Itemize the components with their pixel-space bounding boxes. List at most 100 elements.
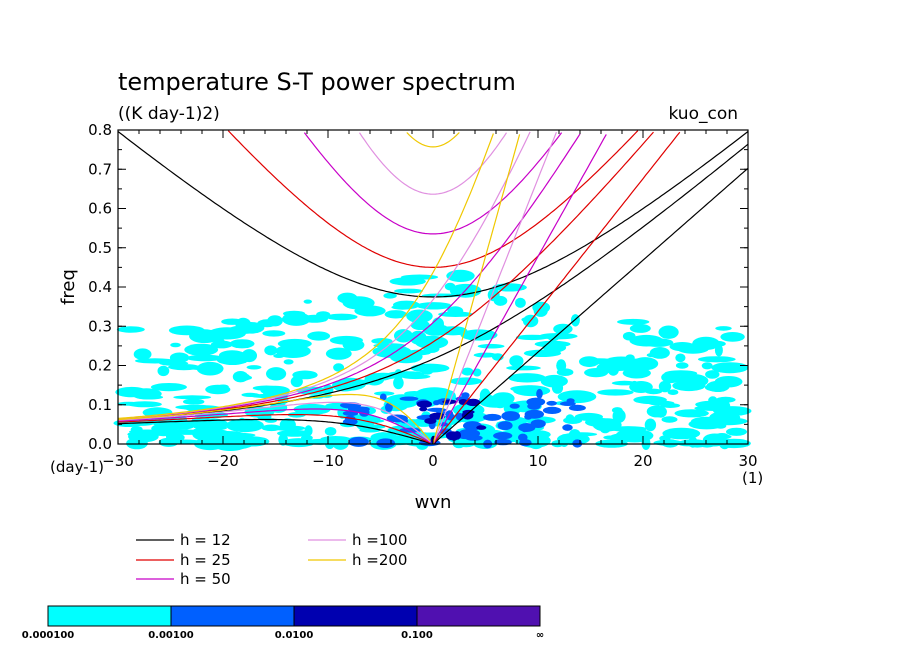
contour-cyan <box>229 339 255 349</box>
contour-cyan <box>477 343 505 349</box>
curve-h12-rossby <box>117 418 431 444</box>
contour-cyan <box>234 373 251 382</box>
contour-cyan <box>701 362 713 370</box>
curve-h12-kelvin <box>432 167 749 445</box>
y-axis-label: freq <box>58 269 79 305</box>
contour-cyan <box>281 316 295 322</box>
contour-cyan <box>296 386 328 395</box>
contour-cyan <box>506 365 541 371</box>
contour-cyan <box>170 342 181 348</box>
contour-cyan <box>383 292 397 299</box>
curve-h12-mrg <box>117 143 749 421</box>
x-tick-label: 30 <box>738 452 757 470</box>
contour-cyan <box>622 367 651 379</box>
contour-cyan <box>515 297 526 308</box>
contour-cyan <box>333 363 345 372</box>
contour-cyan <box>449 377 483 386</box>
contour-cyan <box>655 406 667 418</box>
contour-blue <box>399 427 422 433</box>
contour-cyan <box>391 304 414 310</box>
contour-cyan <box>675 362 689 369</box>
contour-cyan <box>658 325 679 339</box>
contour-cyan <box>279 418 296 432</box>
contour-cyan <box>166 439 202 444</box>
curve-h12-inertia-gravity <box>117 131 749 298</box>
contour-cyan <box>235 436 270 447</box>
contour-cyan <box>612 409 626 423</box>
chart-title: temperature S-T power spectrum <box>118 68 516 96</box>
contour-cyan <box>697 356 736 363</box>
contour-cyan <box>515 334 549 341</box>
contour-blue <box>546 400 557 406</box>
contour-cyan <box>675 353 686 363</box>
axis-ticks: −30 −20 −10 0 10 20 30 0.0 0.1 0.2 0.3 0.4 0.5 0.6 0.7… <box>88 121 757 470</box>
y-tick-label: 0.0 <box>88 435 112 453</box>
contour-blue <box>493 432 513 440</box>
y-tick-label: 0.8 <box>88 121 112 139</box>
contour-blue <box>568 404 586 411</box>
contour-cyan <box>428 325 446 333</box>
contour-blue <box>501 411 520 421</box>
curve-h25-rossby <box>117 414 431 444</box>
contour-blue <box>503 421 512 428</box>
curve-h25-inertia-gravity <box>227 130 639 269</box>
contour-cyan <box>264 345 278 356</box>
contour-cyan <box>661 439 679 448</box>
contour-cyan <box>283 310 306 317</box>
contour-cyan <box>566 432 598 437</box>
curve-h200-mrg <box>117 133 494 419</box>
contour-cyan <box>705 370 720 379</box>
contour-cyan <box>574 412 603 421</box>
y-unit-label: (day-1) <box>50 458 104 476</box>
contour-blue <box>542 406 562 414</box>
contour-cyan <box>423 344 440 354</box>
y-tick-label: 0.4 <box>88 278 112 296</box>
curve-h200-kelvin <box>432 134 521 445</box>
contour-cyan <box>359 427 381 433</box>
curve-h50-inertia-gravity <box>303 132 563 235</box>
contour-cyan <box>410 363 450 373</box>
contour-blue <box>385 402 393 412</box>
contour-cyan <box>283 359 294 365</box>
contour-dark-blue <box>465 398 481 407</box>
dispersion-curves <box>117 130 749 445</box>
contour-cyan <box>521 316 537 323</box>
contour-cyan <box>615 428 654 443</box>
contour-cyan <box>303 299 312 304</box>
contour-cyan <box>410 320 430 331</box>
contour-cyan <box>705 433 732 440</box>
contour-cyan <box>534 340 571 348</box>
contour-cyan <box>394 288 423 294</box>
colorbar-label: 0.100 <box>401 630 433 641</box>
contour-cyan <box>217 384 229 390</box>
spectral-power-contours <box>113 269 752 451</box>
contour-cyan <box>661 416 678 423</box>
contour-cyan <box>416 302 452 310</box>
contour-cyan <box>400 374 431 380</box>
contour-cyan <box>261 424 282 432</box>
contour-cyan <box>373 343 407 348</box>
contour-cyan <box>447 306 464 317</box>
colorbar-segment <box>47 605 172 627</box>
contour-blue <box>562 424 573 431</box>
contour-cyan <box>394 369 403 381</box>
contour-blue <box>379 393 387 401</box>
contour-cyan <box>246 365 262 370</box>
contour-cyan <box>646 353 658 358</box>
contour-cyan <box>553 323 573 335</box>
curve-h100-kelvin <box>432 131 557 445</box>
contour-cyan <box>629 323 651 333</box>
contour-cyan <box>115 386 148 398</box>
legend: h = 12 h = 25h = 50 h =100 h =200 <box>136 531 407 588</box>
contour-cyan <box>183 398 205 405</box>
x-tick-label: −20 <box>207 452 239 470</box>
contour-blue <box>463 429 471 435</box>
contour-cyan <box>716 438 751 449</box>
contour-cyan <box>400 274 439 280</box>
legend-label: h = 50 <box>180 570 231 588</box>
contour-cyan <box>260 385 290 396</box>
curve-h100-inertia-gravity <box>359 132 507 195</box>
contour-cyan <box>446 269 475 282</box>
contour-cyan <box>709 417 748 426</box>
